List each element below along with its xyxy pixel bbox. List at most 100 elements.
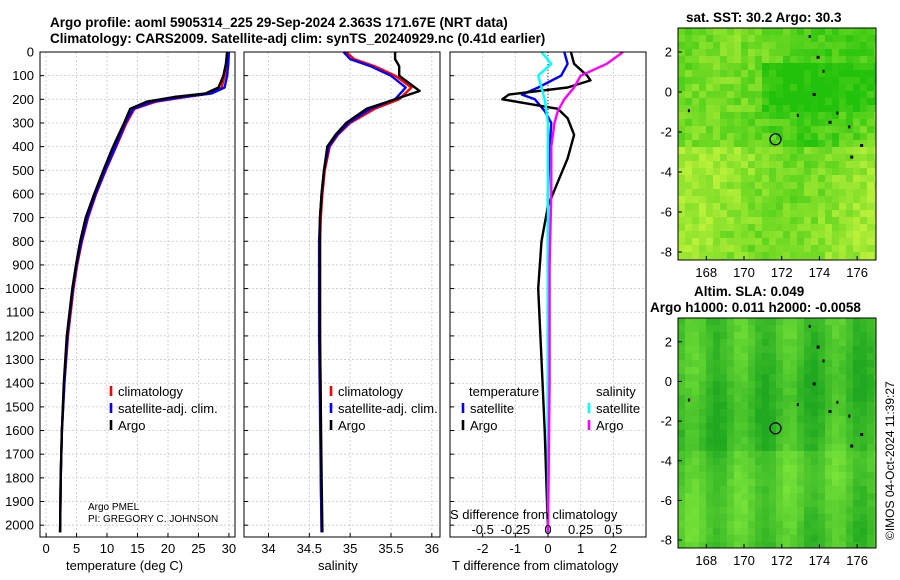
map-cell (713, 332, 720, 339)
map-cell (853, 458, 860, 465)
map-cell (734, 430, 741, 437)
map-cell (776, 479, 783, 486)
map-cell (706, 339, 713, 346)
map-cell (769, 409, 776, 416)
map-cell (832, 318, 839, 325)
map-cell (741, 479, 748, 486)
map-cell (678, 458, 685, 465)
map-cell (790, 367, 797, 374)
map-cell (832, 84, 839, 91)
map-cell (734, 339, 741, 346)
map-cell (713, 112, 720, 119)
map-cell (727, 318, 734, 325)
map-cell (713, 528, 720, 535)
map-cell (825, 451, 832, 458)
map-cell (811, 318, 818, 325)
map-cell (776, 381, 783, 388)
map-cell (846, 35, 853, 42)
map-cell (783, 514, 790, 521)
map-cell (839, 465, 846, 472)
map-cell (874, 98, 876, 105)
map-cell (769, 168, 776, 175)
series-line-argo (58, 51, 229, 533)
map-cell (783, 416, 790, 423)
map-cell (860, 224, 867, 231)
map-y-tick-label: 2 (665, 334, 672, 349)
map-cell (678, 381, 685, 388)
map-cell (797, 245, 804, 252)
map-cell (699, 147, 706, 154)
map-cell (748, 196, 755, 203)
map-cell (755, 542, 762, 548)
map-cell (790, 500, 797, 507)
map-cell (839, 77, 846, 84)
map-cell (762, 381, 769, 388)
map-cell (692, 374, 699, 381)
legend-label: satellite (470, 401, 514, 416)
map-cell (755, 147, 762, 154)
map-cell (832, 140, 839, 147)
map-cell (699, 479, 706, 486)
x-tick-label: 20 (161, 541, 175, 556)
map-cell (713, 479, 720, 486)
map-cell (727, 238, 734, 245)
map-cell (797, 140, 804, 147)
map-cell (706, 521, 713, 528)
map-cell (846, 63, 853, 70)
map-cell (685, 196, 692, 203)
map-cell (720, 70, 727, 77)
map-cell (727, 98, 734, 105)
map-cell (734, 507, 741, 514)
map-cell (734, 493, 741, 500)
map-cell (762, 444, 769, 451)
map-cell (741, 395, 748, 402)
map-cell (678, 472, 685, 479)
map-cell (853, 224, 860, 231)
map-cell (741, 339, 748, 346)
map-cell (825, 472, 832, 479)
map-cell (860, 416, 867, 423)
depth-tick-label: 0 (27, 45, 34, 60)
map-cell (734, 175, 741, 182)
map-cell (755, 154, 762, 161)
map-cell (720, 465, 727, 472)
map-cell (804, 84, 811, 91)
map-cell (699, 161, 706, 168)
map-cell (853, 238, 860, 245)
map-cell (797, 112, 804, 119)
map-cell (720, 133, 727, 140)
map-cell (734, 252, 741, 259)
map-cell (692, 535, 699, 542)
map-cell (720, 217, 727, 224)
map-cell (755, 168, 762, 175)
map-cell (699, 63, 706, 70)
map-cell (832, 472, 839, 479)
map-cell (783, 402, 790, 409)
map-cell (720, 381, 727, 388)
map-cell (741, 126, 748, 133)
map-cell (769, 189, 776, 196)
map-cell (790, 77, 797, 84)
map-cell (867, 451, 874, 458)
map-cell (811, 252, 818, 259)
map-cell (748, 217, 755, 224)
map-y-tick-label: -2 (660, 414, 672, 429)
map-cell (811, 388, 818, 395)
map-cell (755, 231, 762, 238)
map-cell (727, 437, 734, 444)
map-cell (692, 437, 699, 444)
map-cell (713, 140, 720, 147)
legend-title-salinity: salinity (596, 384, 636, 399)
map-cell (734, 70, 741, 77)
map-cell (790, 182, 797, 189)
map-cell (818, 367, 825, 374)
map-cell (720, 140, 727, 147)
map-cell (699, 210, 706, 217)
map-cell (846, 500, 853, 507)
map-cell (797, 542, 804, 548)
map-cell (783, 339, 790, 346)
map-cell (699, 542, 706, 548)
series-line-satellite-adj-clim- (58, 51, 231, 533)
map-cell (867, 458, 874, 465)
map-cell (860, 154, 867, 161)
